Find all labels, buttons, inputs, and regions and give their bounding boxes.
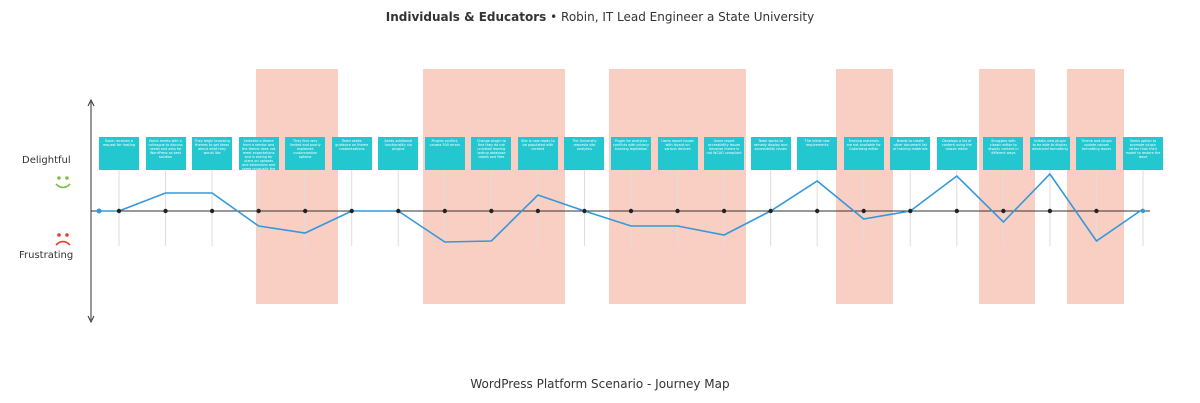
step-box: Plugins conflict, causes 500 errors <box>424 137 465 170</box>
step-box: Plugin for analytics conflicts with priv… <box>611 137 651 170</box>
step-box: Change plugin to find they do not uninst… <box>471 137 512 170</box>
title: Individuals & Educators <box>385 10 547 24</box>
smiley-happy <box>55 176 71 189</box>
pain-zones <box>256 69 1124 304</box>
step-dot <box>396 208 401 214</box>
step-dot <box>535 208 541 214</box>
step-dot <box>349 208 354 214</box>
step-box: Theme and plugin update causes formattin… <box>1076 137 1117 170</box>
step-box: Team works to remedy display and accessi… <box>750 137 791 170</box>
step-dot <box>861 208 866 214</box>
step-dot <box>721 208 727 214</box>
pain-zone <box>836 69 893 304</box>
step-box: Needs to create other document list of t… <box>890 137 931 170</box>
axis-arrows <box>87 98 95 324</box>
step-box: They find very limited and poorly explai… <box>285 137 326 170</box>
step-box: Users report issues with layout on vario… <box>657 137 698 170</box>
pain-zone <box>256 69 338 304</box>
step-dot <box>1001 208 1006 214</box>
step-dot <box>1094 208 1099 214</box>
pain-zone <box>979 69 1035 304</box>
step-dot <box>442 208 448 214</box>
step-dot <box>302 208 308 214</box>
step-dot <box>768 208 773 214</box>
step-box: Users report accessibility issues becaus… <box>704 137 745 170</box>
step-box: The University requests site analytics <box>564 137 605 170</box>
step-box: Installs new plugin to be able to displa… <box>1029 137 1070 170</box>
subtitle: • Robin, IT Lead Engineer a State Univer… <box>550 10 815 24</box>
step-box: Site is now ready to be populated with c… <box>517 137 558 170</box>
caption: WordPress Platform Scenario - Journey Ma… <box>470 377 730 391</box>
step-box: Robin meets with a colleague to discuss … <box>145 137 186 170</box>
start-dot <box>96 208 102 214</box>
step-box: Team seeks guidance on theme customizati… <box>331 137 372 170</box>
pain-zone <box>1067 69 1124 304</box>
bottom-label: Frustrating <box>19 250 74 261</box>
step-dot <box>954 208 960 214</box>
step-box: Seeks option to promote plugin rather th… <box>1123 137 1163 170</box>
step-box: Develops a list of content using the cla… <box>936 137 977 170</box>
step-box: Struggles with classic editor to display… <box>983 137 1024 170</box>
step-dot <box>489 208 494 214</box>
step-box: They begin browsing themes to get ideas … <box>192 137 233 170</box>
step-box: Selected a theme from a vendor and the t… <box>238 137 279 170</box>
step-dot <box>163 208 168 214</box>
step-dot <box>628 208 634 214</box>
pain-zone <box>423 69 565 304</box>
step-box: Robin receives a request for hosting <box>99 137 139 170</box>
step-dot <box>1047 208 1053 214</box>
step-dot <box>116 208 122 214</box>
step-dot <box>814 208 820 214</box>
step-dot <box>209 208 215 214</box>
top-label: Delightful <box>22 155 71 166</box>
step-box: Training materials are not available for… <box>843 137 884 170</box>
step-dot <box>256 208 261 214</box>
step-box: Seeks additional functionality via plugi… <box>378 137 419 170</box>
step-dot <box>908 208 913 214</box>
step-box: The initial new requirements <box>797 137 838 170</box>
smiley-sad <box>55 233 71 246</box>
header: Individuals & Educators • Robin, IT Lead… <box>0 10 1200 24</box>
sentiment-line <box>118 172 1144 243</box>
step-dot <box>582 208 587 214</box>
step-dot <box>675 208 680 214</box>
step-dot <box>1140 208 1146 214</box>
